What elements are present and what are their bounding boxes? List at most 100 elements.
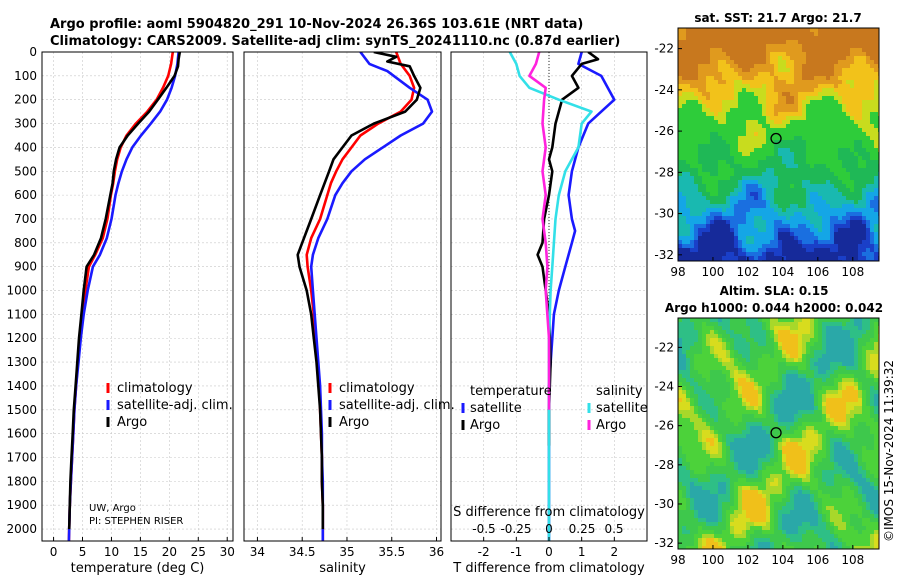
sla-cell — [786, 450, 790, 454]
sla-cell — [726, 438, 730, 442]
sla-cell — [734, 526, 738, 530]
sst-cell — [794, 108, 798, 112]
sst-cell — [810, 232, 814, 236]
sst-cell — [818, 172, 822, 176]
sst-cell — [686, 228, 690, 232]
sst-cell — [746, 180, 750, 184]
sla-cell — [794, 442, 798, 446]
sla-cell — [690, 518, 694, 522]
sst-cell — [710, 244, 714, 248]
sst-cell — [738, 240, 742, 244]
sst-cell — [798, 124, 802, 128]
sst-cell — [858, 40, 862, 44]
sst-cell — [870, 216, 874, 220]
sla-cell — [694, 406, 698, 410]
sst-cell — [678, 140, 682, 144]
sla-cell — [790, 394, 794, 398]
sla-cell — [754, 466, 758, 470]
sst-cell — [858, 56, 862, 60]
sst-cell — [730, 36, 734, 40]
sst-cell — [686, 76, 690, 80]
sst-cell — [770, 156, 774, 160]
sla-cell — [742, 354, 746, 358]
sst-cell — [742, 36, 746, 40]
sst-cell — [754, 36, 758, 40]
sst-cell — [718, 116, 722, 120]
sst-cell — [750, 56, 754, 60]
sla-cell — [710, 438, 714, 442]
sst-cell — [850, 164, 854, 168]
sla-cell — [690, 534, 694, 538]
sst-cell — [734, 224, 738, 228]
sst-cell — [706, 172, 710, 176]
sst-cell — [838, 72, 842, 76]
sla-cell — [742, 446, 746, 450]
sla-cell — [762, 386, 766, 390]
sst-cell — [810, 200, 814, 204]
sst-cell — [810, 32, 814, 36]
sst-cell — [762, 180, 766, 184]
sla-cell — [750, 346, 754, 350]
sla-cell — [790, 518, 794, 522]
sst-cell — [766, 140, 770, 144]
sst-cell — [778, 92, 782, 96]
sst-cell — [766, 68, 770, 72]
sst-cell — [866, 88, 870, 92]
sla-cell — [742, 330, 746, 334]
sla-cell — [742, 406, 746, 410]
sst-cell — [738, 84, 742, 88]
sla-cell — [770, 514, 774, 518]
sla-cell — [690, 502, 694, 506]
sst-cell — [822, 84, 826, 88]
sst-cell — [770, 236, 774, 240]
sla-cell — [786, 358, 790, 362]
sst-cell — [866, 192, 870, 196]
sst-cell — [702, 160, 706, 164]
sla-cell — [774, 326, 778, 330]
sla-cell — [750, 398, 754, 402]
sla-cell — [678, 514, 682, 518]
sla-cell — [678, 366, 682, 370]
sst-cell — [830, 232, 834, 236]
sst-cell — [806, 136, 810, 140]
sla-cell — [762, 474, 766, 478]
sla-cell — [686, 358, 690, 362]
sla-cell — [766, 522, 770, 526]
sst-cell — [746, 244, 750, 248]
sst-cell — [814, 256, 818, 260]
sst-cell — [834, 160, 838, 164]
sst-cell — [802, 144, 806, 148]
sst-cell — [778, 104, 782, 108]
sst-cell — [830, 96, 834, 100]
sla-cell — [754, 454, 758, 458]
sst-cell — [766, 216, 770, 220]
sst-cell — [834, 252, 838, 256]
sst-cell — [846, 256, 850, 260]
sst-cell — [730, 164, 734, 168]
sst-cell — [806, 208, 810, 212]
sst-cell — [858, 236, 862, 240]
sst-cell — [722, 212, 726, 216]
sst-cell — [802, 236, 806, 240]
sst-cell — [730, 160, 734, 164]
sst-cell — [734, 196, 738, 200]
sst-cell — [758, 124, 762, 128]
sst-cell — [866, 76, 870, 80]
sla-cell — [774, 422, 778, 426]
sst-cell — [694, 184, 698, 188]
sst-cell — [802, 32, 806, 36]
sst-cell — [774, 84, 778, 88]
sst-cell — [826, 196, 830, 200]
sst-cell — [762, 228, 766, 232]
sst-cell — [802, 184, 806, 188]
sla-cell — [782, 538, 786, 542]
sla-cell — [754, 342, 758, 346]
sla-cell — [758, 426, 762, 430]
sla-cell — [734, 490, 738, 494]
sst-cell — [866, 100, 870, 104]
sst-cell — [798, 204, 802, 208]
sst-cell — [770, 116, 774, 120]
sla-cell — [726, 346, 730, 350]
sst-cell — [814, 212, 818, 216]
sst-cell — [694, 240, 698, 244]
